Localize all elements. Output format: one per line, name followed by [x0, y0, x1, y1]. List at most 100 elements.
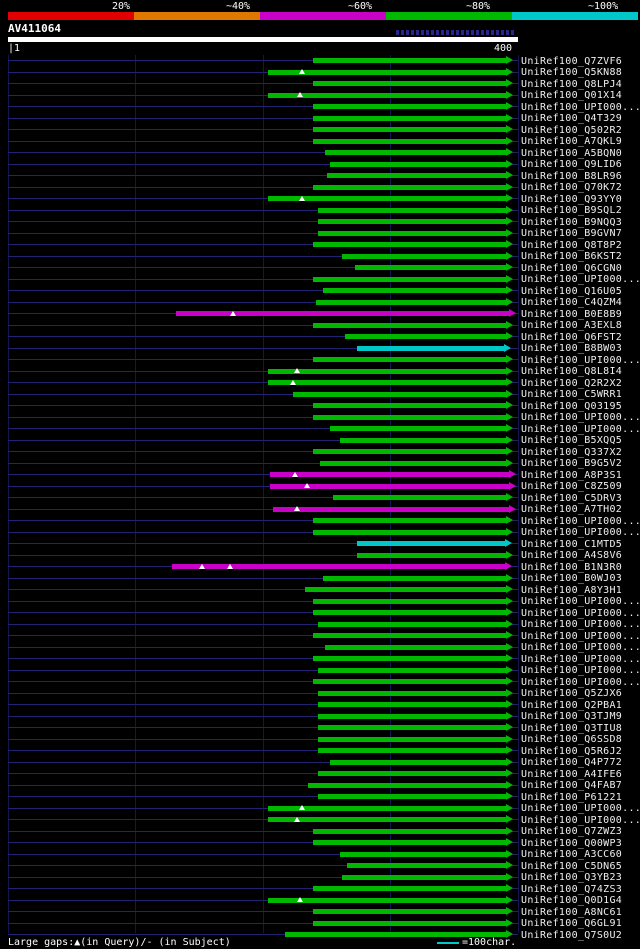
hit-label[interactable]: UniRef100_B8LR96: [521, 170, 623, 182]
hit-bar-arrowhead[interactable]: [506, 826, 513, 835]
hit-bar[interactable]: [313, 679, 506, 685]
hit-bar-arrowhead[interactable]: [506, 884, 513, 893]
hit-bar[interactable]: [333, 495, 506, 501]
hit-bar[interactable]: [318, 702, 506, 708]
hit-bar[interactable]: [176, 311, 509, 317]
hit-bar-arrowhead[interactable]: [506, 895, 513, 904]
hit-bar-arrowhead[interactable]: [506, 815, 513, 824]
hit-label[interactable]: UniRef100_Q9LID6: [521, 159, 623, 170]
hit-label[interactable]: UniRef100_Q8L8I4: [521, 366, 623, 377]
hit-bar-arrowhead[interactable]: [506, 596, 513, 605]
hit-label[interactable]: UniRef100_Q3TIU8: [521, 722, 623, 734]
hit-label[interactable]: UniRef100_A7TH02: [521, 504, 623, 515]
hit-bar-arrowhead[interactable]: [506, 872, 513, 881]
hit-bar-arrowhead[interactable]: [506, 792, 513, 801]
hit-bar[interactable]: [268, 69, 506, 75]
hit-bar-arrowhead[interactable]: [506, 182, 513, 191]
hit-bar[interactable]: [313, 449, 506, 455]
hit-label[interactable]: UniRef100_C8Z509: [521, 481, 623, 492]
hit-label[interactable]: UniRef100_C5DN65: [521, 860, 623, 872]
hit-bar[interactable]: [323, 575, 506, 581]
hit-bar[interactable]: [316, 299, 506, 305]
hit-bar-arrowhead[interactable]: [506, 90, 513, 99]
hit-label[interactable]: UniRef100_B1N3R0: [521, 561, 623, 573]
hit-label[interactable]: UniRef100_Q8LPJ4: [521, 78, 623, 90]
hit-bar-arrowhead[interactable]: [505, 539, 512, 548]
hit-bar-arrowhead[interactable]: [506, 56, 513, 65]
hit-bar[interactable]: [313, 598, 506, 604]
hit-bar[interactable]: [268, 92, 506, 98]
hit-label[interactable]: UniRef100_B9GVN7: [521, 228, 623, 239]
hit-bar[interactable]: [340, 851, 506, 857]
hit-bar-arrowhead[interactable]: [506, 642, 513, 651]
hit-bar-arrowhead[interactable]: [506, 757, 513, 766]
hit-bar[interactable]: [318, 725, 506, 731]
hit-bar-arrowhead[interactable]: [506, 424, 513, 433]
hit-bar-arrowhead[interactable]: [509, 504, 516, 513]
hit-bar[interactable]: [318, 219, 506, 225]
hit-label[interactable]: UniRef100_A7QKL9: [521, 136, 623, 147]
hit-bar-arrowhead[interactable]: [506, 907, 513, 916]
hit-bar-arrowhead[interactable]: [506, 286, 513, 295]
hit-label[interactable]: UniRef100_A3CC60: [521, 849, 623, 860]
hit-label[interactable]: UniRef100_Q5KN88: [521, 67, 623, 78]
hit-label[interactable]: UniRef100_UPI000...: [521, 619, 640, 630]
hit-bar[interactable]: [323, 288, 506, 294]
hit-bar[interactable]: [313, 909, 506, 915]
hit-label[interactable]: UniRef100_A4IFE6: [521, 768, 623, 780]
hit-label[interactable]: UniRef100_Q8T8P2: [521, 239, 623, 251]
hit-bar[interactable]: [313, 840, 506, 846]
hit-bar-arrowhead[interactable]: [504, 343, 511, 352]
hit-bar-arrowhead[interactable]: [506, 573, 513, 582]
hit-bar[interactable]: [313, 656, 506, 662]
hit-bar[interactable]: [172, 564, 505, 570]
hit-bar-arrowhead[interactable]: [506, 861, 513, 870]
hit-bar[interactable]: [268, 380, 506, 386]
hit-bar-arrowhead[interactable]: [506, 608, 513, 617]
hit-bar-arrowhead[interactable]: [506, 723, 513, 732]
hit-bar[interactable]: [313, 184, 506, 190]
hit-bar[interactable]: [342, 874, 506, 880]
hit-bar-arrowhead[interactable]: [506, 113, 513, 122]
hit-bar-arrowhead[interactable]: [509, 309, 516, 318]
hit-bar-arrowhead[interactable]: [506, 194, 513, 203]
hit-bar-arrowhead[interactable]: [506, 769, 513, 778]
hit-bar-arrowhead[interactable]: [506, 458, 513, 467]
hit-label[interactable]: UniRef100_Q5ZJX6: [521, 688, 623, 699]
hit-label[interactable]: UniRef100_UPI000...: [521, 274, 640, 285]
hit-label[interactable]: UniRef100_B0WJ03: [521, 573, 623, 584]
hit-label[interactable]: UniRef100_UPI000...: [521, 653, 640, 665]
hit-label[interactable]: UniRef100_Q4T329: [521, 113, 623, 124]
hit-label[interactable]: UniRef100_UPI000...: [521, 527, 640, 538]
hit-bar[interactable]: [273, 506, 509, 512]
hit-bar-arrowhead[interactable]: [506, 251, 513, 260]
hit-bar[interactable]: [318, 621, 506, 627]
hit-bar-arrowhead[interactable]: [506, 734, 513, 743]
hit-bar[interactable]: [285, 932, 506, 938]
hit-bar[interactable]: [325, 644, 506, 650]
hit-bar[interactable]: [270, 472, 509, 478]
hit-bar[interactable]: [342, 253, 506, 259]
hit-bar[interactable]: [313, 414, 506, 420]
hit-label[interactable]: UniRef100_Q01X14: [521, 90, 623, 101]
hit-bar[interactable]: [330, 161, 506, 167]
hit-bar[interactable]: [318, 690, 506, 696]
hit-bar-arrowhead[interactable]: [506, 148, 513, 157]
hit-bar-arrowhead[interactable]: [506, 849, 513, 858]
hit-bar-arrowhead[interactable]: [505, 562, 512, 571]
hit-bar-arrowhead[interactable]: [506, 102, 513, 111]
hit-bar-arrowhead[interactable]: [506, 217, 513, 226]
hit-bar[interactable]: [308, 782, 506, 788]
hit-bar[interactable]: [268, 368, 506, 374]
hit-bar-arrowhead[interactable]: [506, 240, 513, 249]
hit-label[interactable]: UniRef100_Q6SSD8: [521, 734, 623, 745]
hit-bar[interactable]: [318, 667, 506, 673]
hit-bar[interactable]: [268, 897, 506, 903]
hit-label[interactable]: UniRef100_Q6FST2: [521, 331, 623, 343]
hit-bar[interactable]: [357, 552, 506, 558]
hit-bar[interactable]: [345, 334, 506, 340]
hit-bar[interactable]: [340, 437, 506, 443]
hit-label[interactable]: UniRef100_Q74ZS3: [521, 883, 623, 895]
hit-bar[interactable]: [347, 863, 506, 869]
hit-label[interactable]: UniRef100_Q502R2: [521, 124, 623, 136]
